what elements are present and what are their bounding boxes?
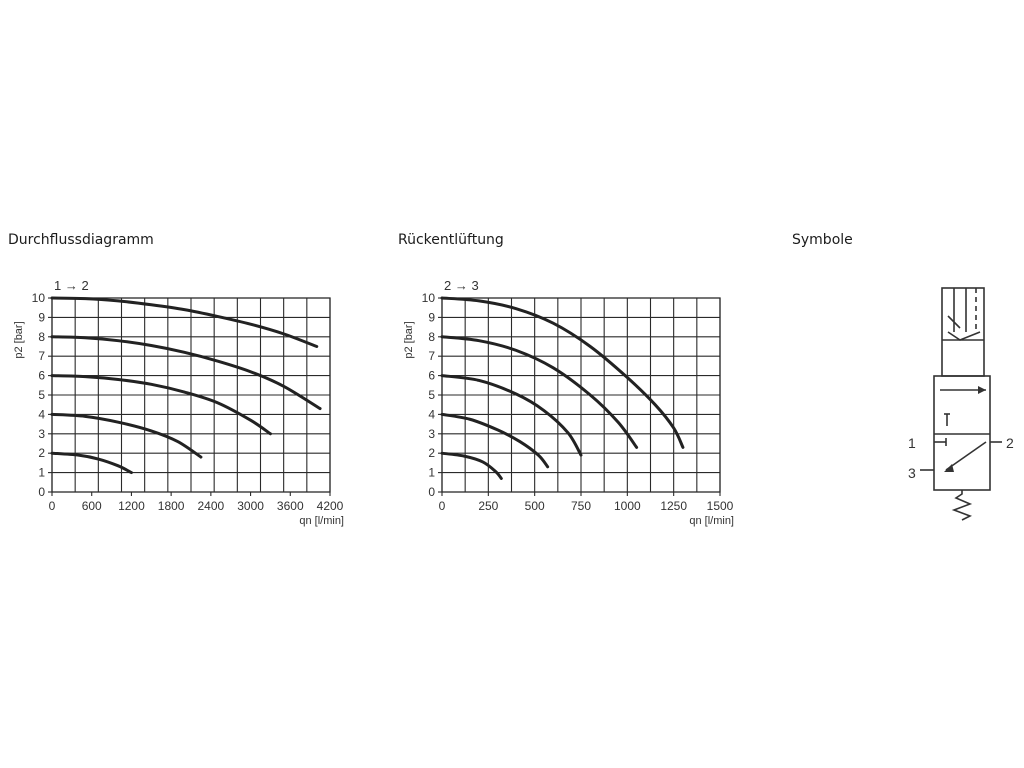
series-line-4	[440, 412, 550, 469]
series-line-3	[50, 374, 272, 436]
y-tick-label: 5	[428, 388, 435, 402]
y-tick-label: 1	[428, 466, 435, 480]
y-tick-label: 10	[422, 291, 436, 305]
y-tick-label: 4	[38, 407, 45, 421]
series-line-4	[50, 412, 203, 459]
y-tick-label: 4	[428, 407, 435, 421]
y-axis-label: p2 [bar]	[13, 321, 25, 358]
y-tick-label: 9	[38, 310, 45, 324]
y-axis-label: p2 [bar]	[403, 321, 415, 358]
series-line-5	[440, 451, 503, 480]
x-tick-label: 500	[525, 499, 545, 513]
y-tick-label: 0	[38, 485, 45, 499]
valve-symbol: 1 2 3	[908, 287, 1014, 521]
port-3-label: 3	[908, 465, 916, 481]
spring	[951, 490, 973, 521]
y-tick-label: 6	[38, 369, 45, 383]
x-tick-label: 4200	[317, 499, 344, 513]
series-line-3	[440, 374, 583, 457]
x-tick-label: 1250	[660, 499, 687, 513]
series-line-1	[50, 296, 319, 348]
y-tick-label: 2	[428, 446, 435, 460]
x-tick-label: 1800	[158, 499, 185, 513]
x-axis-label: qn [l/min]	[689, 515, 734, 527]
x-tick-label: 3000	[237, 499, 264, 513]
actuator-box	[941, 287, 985, 377]
x-tick-label: 1000	[614, 499, 641, 513]
y-tick-label: 7	[428, 349, 435, 363]
y-tick-label: 5	[38, 388, 45, 402]
valve-body	[920, 375, 1002, 491]
flow-chart: 0 1 2 3 4 5 6 7 8 9 10 0 600 1200 1800 2400 3000 3600 4200…	[13, 278, 344, 527]
y-tick-label: 6	[428, 369, 435, 383]
exhaust-chart: 0 1 2 3 4 5 6 7 8 9 10 0 250 500 750 1000 1250 1500 p2 [ba…	[403, 278, 734, 527]
y-tick-label: 2	[38, 446, 45, 460]
exhaust-diagram-title: Rückentlüftung	[398, 232, 504, 248]
symbols-title: Symbole	[792, 232, 853, 248]
y-tick-label: 8	[38, 330, 45, 344]
flow-direction-label: 1 → 2	[54, 278, 89, 293]
y-tick-label: 1	[38, 466, 45, 480]
y-tick-label: 3	[38, 427, 45, 441]
y-tick-label: 0	[428, 485, 435, 499]
x-tick-label: 1500	[707, 499, 734, 513]
port-1-label: 1	[908, 435, 916, 451]
x-tick-label: 600	[82, 499, 102, 513]
y-tick-label: 7	[38, 349, 45, 363]
series-line-2	[50, 335, 322, 411]
series-line-2	[440, 335, 639, 449]
y-tick-label: 8	[428, 330, 435, 344]
y-tick-label: 9	[428, 310, 435, 324]
flow-diagram-title: Durchflussdiagramm	[8, 232, 154, 248]
y-tick-label: 10	[32, 291, 46, 305]
x-axis-label: qn [l/min]	[299, 515, 344, 527]
x-tick-label: 0	[49, 499, 56, 513]
x-tick-label: 2400	[198, 499, 225, 513]
series-line-1	[440, 296, 685, 449]
x-tick-label: 1200	[118, 499, 145, 513]
flow-direction-label: 2 → 3	[444, 278, 479, 293]
x-tick-label: 0	[439, 499, 446, 513]
x-tick-label: 250	[478, 499, 498, 513]
x-tick-label: 750	[571, 499, 591, 513]
y-tick-label: 3	[428, 427, 435, 441]
port-2-label: 2	[1006, 435, 1014, 451]
series-line-5	[50, 451, 133, 475]
x-tick-label: 3600	[277, 499, 304, 513]
